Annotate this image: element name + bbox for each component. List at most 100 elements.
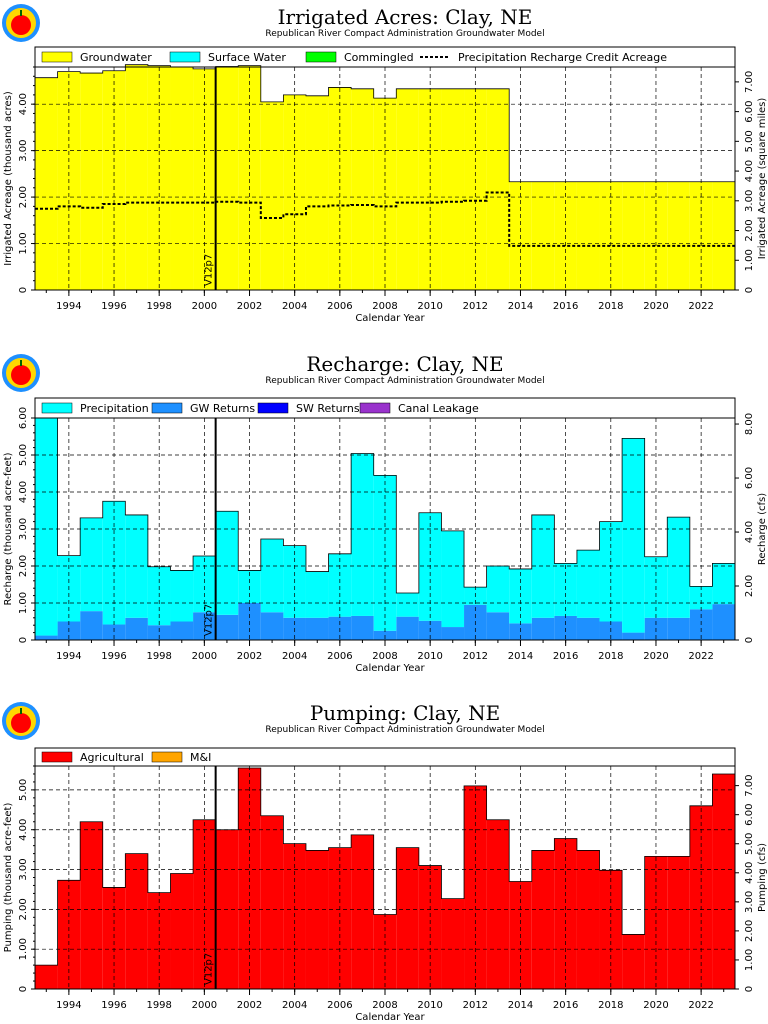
bar [35, 77, 58, 290]
legend-label: GW Returns [190, 402, 255, 415]
y2-tick-label: 4.00 [744, 862, 755, 884]
bar [147, 625, 171, 640]
x-tick-label: 2020 [643, 1000, 668, 1011]
bar [170, 621, 194, 640]
x-tick-label: 2006 [327, 1000, 352, 1011]
bar [35, 965, 58, 989]
y-tick-label: 4.00 [18, 481, 29, 503]
logo-apple [2, 354, 40, 392]
bar [102, 624, 126, 640]
bar [125, 617, 148, 640]
y2-tick-label: 6.00 [744, 467, 755, 489]
x-tick-label: 2004 [282, 651, 307, 662]
bar [554, 615, 577, 640]
x-tick-label: 2010 [417, 1000, 442, 1011]
bar [193, 819, 216, 989]
x-tick-label: 2008 [372, 301, 397, 312]
chart-pumping: Pumping: Clay, NE Republican River Compa… [2, 701, 768, 1023]
bar [351, 88, 374, 290]
y2-axis-label: Pumping (cfs) [757, 843, 768, 912]
x-tick-label: 2012 [463, 1000, 488, 1011]
bar [667, 181, 690, 290]
y2-tick-label: 0 [744, 637, 755, 643]
x-tick-label: 1998 [146, 651, 171, 662]
bar [147, 65, 171, 290]
x-tick-label: 2010 [417, 651, 442, 662]
logo-apple [2, 4, 40, 42]
y2-tick-label: 1.00 [744, 249, 755, 271]
y-tick-label: 1.00 [18, 232, 29, 254]
bar [667, 856, 690, 989]
y-tick-label: 2.00 [18, 555, 29, 577]
x-tick-label: 2020 [643, 651, 668, 662]
y-tick-label: 5.00 [18, 444, 29, 466]
bar [689, 805, 713, 989]
x-tick-label: 2008 [372, 651, 397, 662]
bar [441, 88, 465, 290]
bar [35, 418, 58, 636]
x-tick-label: 1994 [56, 651, 81, 662]
legend-label: Agricultural [80, 751, 144, 764]
y2-tick-label: 6.00 [744, 100, 755, 122]
bar [622, 632, 645, 640]
y2-axis-label: Recharge (cfs) [757, 493, 768, 565]
y2-tick-label: 1.00 [744, 949, 755, 971]
x-tick-label: 2000 [192, 651, 217, 662]
bar [622, 934, 645, 989]
chart-recharge: Recharge: Clay, NE Republican River Comp… [2, 352, 768, 674]
bar [238, 65, 261, 290]
legend-label: Canal Leakage [398, 402, 479, 415]
x-tick-label: 2022 [688, 1000, 713, 1011]
bar [305, 617, 329, 640]
x-tick-label: 1994 [56, 1000, 81, 1011]
x-axis-label: Calendar Year [355, 1012, 425, 1023]
legend-swatch [257, 402, 289, 414]
x-tick-label: 2018 [598, 1000, 623, 1011]
precip-credit-line [35, 191, 735, 247]
x-tick-label: 2000 [192, 1000, 217, 1011]
bar [441, 627, 465, 640]
bar [260, 815, 284, 989]
y2-tick-label: 3.00 [744, 891, 755, 913]
bar [486, 819, 510, 989]
legend-swatch [305, 51, 337, 63]
bar [147, 892, 171, 989]
bar [260, 101, 284, 290]
bar [667, 617, 690, 640]
y2-tick-label: 3.00 [744, 190, 755, 212]
legend-swatch [41, 751, 73, 763]
y2-tick-label: 4.00 [744, 160, 755, 182]
y-tick-label: 1.00 [18, 938, 29, 960]
x-tick-label: 2002 [237, 651, 262, 662]
bar [260, 538, 284, 613]
x-tick-label: 2016 [553, 1000, 578, 1011]
legend-swatch [41, 402, 73, 414]
legend-label: SW Returns [296, 402, 360, 415]
y2-tick-label: 2.00 [744, 920, 755, 942]
bar [193, 612, 216, 640]
version-marker-label: V12p7 [204, 604, 215, 636]
chart-irrigated-acres: Irrigated Acres: Clay, NE Republican Riv… [2, 4, 768, 324]
y-tick-label: 0 [18, 287, 29, 293]
bar [712, 773, 735, 989]
version-marker-label: V12p7 [204, 254, 215, 286]
bar [486, 88, 510, 290]
y2-tick-label: 2.00 [744, 575, 755, 597]
bar [396, 593, 419, 617]
x-axis-label: Calendar Year [355, 663, 425, 674]
bar [328, 553, 352, 617]
bar [125, 64, 148, 290]
chart-subtitle: Republican River Compact Administration … [265, 376, 544, 386]
x-tick-label: 2008 [372, 1000, 397, 1011]
bar [576, 550, 600, 618]
bar [486, 566, 510, 613]
y-tick-label: 4.00 [18, 93, 29, 115]
y-tick-label: 3.00 [18, 518, 29, 540]
bar [622, 438, 645, 633]
logo-apple [2, 702, 40, 740]
bar [102, 501, 126, 625]
bar [305, 850, 329, 989]
y-tick-label: 2.00 [18, 898, 29, 920]
y2-tick-label: 5.00 [744, 833, 755, 855]
bar [305, 95, 329, 290]
